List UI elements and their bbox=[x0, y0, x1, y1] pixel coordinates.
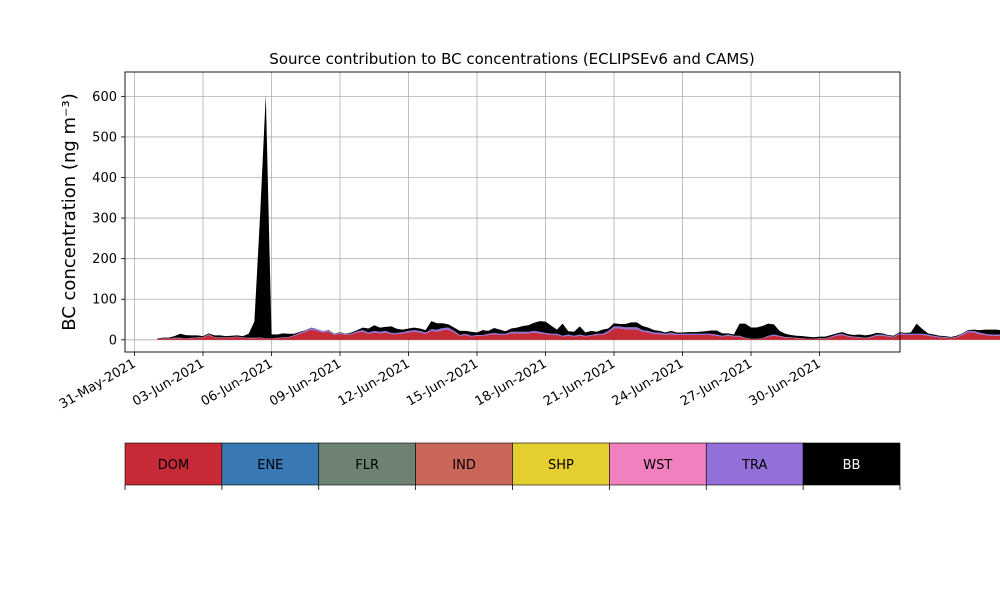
x-tick-label: 06-Jun-2021 bbox=[199, 356, 276, 409]
x-tick-label: 18-Jun-2021 bbox=[473, 356, 550, 409]
legend-swatch-tra bbox=[705, 442, 804, 486]
legend-label: TRA bbox=[741, 458, 767, 473]
x-tick-label: 27-Jun-2021 bbox=[678, 356, 755, 409]
x-tick-label: 21-Jun-2021 bbox=[541, 356, 618, 409]
legend-label: ENE bbox=[257, 458, 283, 473]
legend-swatch-ene bbox=[221, 442, 320, 486]
legend-label: DOM bbox=[158, 458, 189, 473]
x-tick-label: 24-Jun-2021 bbox=[610, 356, 687, 409]
x-tick-label: 03-Jun-2021 bbox=[130, 356, 207, 409]
x-tick-label: 09-Jun-2021 bbox=[267, 356, 344, 409]
x-axis-ticks: 31-May-202103-Jun-202106-Jun-202109-Jun-… bbox=[57, 352, 824, 412]
legend-label: BB bbox=[843, 458, 861, 473]
y-tick-label: 200 bbox=[92, 252, 117, 267]
legend-label: FLR bbox=[355, 458, 379, 473]
grid-lines bbox=[125, 72, 900, 352]
area-bb bbox=[157, 94, 1000, 339]
y-tick-label: 300 bbox=[92, 212, 117, 227]
y-tick-label: 500 bbox=[92, 130, 117, 145]
legend-label: SHP bbox=[548, 458, 574, 473]
plot-frame bbox=[124, 71, 901, 353]
legend-swatch-bb bbox=[802, 442, 901, 486]
legend-swatch-ind bbox=[415, 442, 513, 486]
y-tick-label: 0 bbox=[109, 333, 117, 348]
legend-swatch-flr bbox=[318, 442, 416, 486]
x-tick-label: 15-Jun-2021 bbox=[404, 356, 481, 409]
stacked-areas bbox=[157, 94, 1000, 340]
x-tick-label: 12-Jun-2021 bbox=[336, 356, 413, 409]
legend-swatch-dom bbox=[124, 442, 223, 486]
legend-swatch-shp bbox=[512, 442, 610, 486]
area-dom bbox=[157, 328, 1000, 340]
legend-label: WST bbox=[643, 458, 672, 473]
y-tick-label: 100 bbox=[92, 293, 117, 308]
x-tick-label: 30-Jun-2021 bbox=[747, 356, 824, 409]
y-tick-label: 600 bbox=[92, 90, 117, 105]
chart-title: Source contribution to BC concentrations… bbox=[269, 50, 754, 68]
y-axis-ticks: 0 100 200 300 400 500 600 bbox=[92, 90, 125, 348]
y-axis-label: BC concentration (ng m⁻³) bbox=[59, 93, 80, 331]
source-legend-bar: DOM ENE FLR IND SHP WST TRA BB bbox=[124, 442, 901, 490]
legend-label: IND bbox=[452, 458, 476, 473]
y-tick-label: 400 bbox=[92, 171, 117, 186]
legend-swatch-wst bbox=[609, 442, 707, 486]
x-tick-label: 31-May-2021 bbox=[57, 356, 139, 412]
